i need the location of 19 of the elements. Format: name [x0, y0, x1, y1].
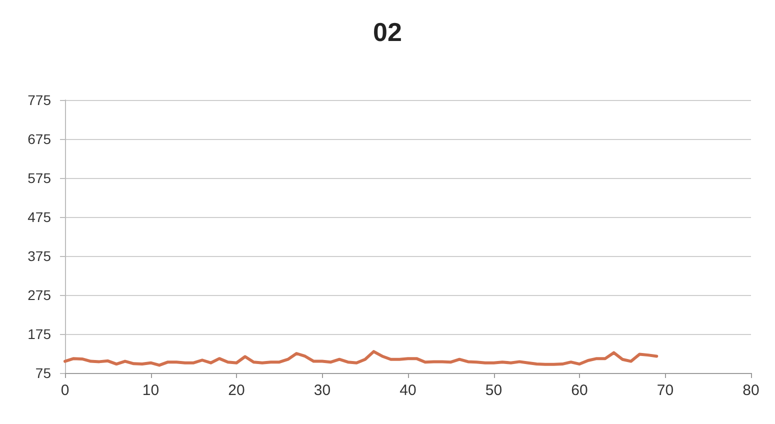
x-tick-label: 20	[228, 382, 245, 399]
x-tick-label: 30	[314, 382, 331, 399]
chart-title: 02	[373, 17, 402, 47]
x-tick-label: 60	[571, 382, 588, 399]
x-tick-label: 70	[656, 382, 674, 399]
x-tick-label: 40	[400, 382, 416, 399]
y-tick-label: 75	[35, 365, 52, 381]
y-tick-label: 475	[28, 209, 52, 225]
x-tick-label: 80	[742, 382, 760, 399]
y-tick-label: 175	[28, 326, 52, 342]
x-tick-label: 10	[142, 382, 160, 399]
y-tick-label: 675	[28, 131, 52, 147]
y-tick-label: 775	[28, 92, 52, 108]
x-tick-label: 0	[60, 382, 70, 399]
y-tick-label: 375	[28, 248, 52, 264]
y-tick-label: 275	[28, 287, 52, 303]
y-tick-label: 575	[28, 170, 52, 186]
x-tick-label: 50	[485, 382, 502, 399]
line-series	[64, 350, 658, 367]
